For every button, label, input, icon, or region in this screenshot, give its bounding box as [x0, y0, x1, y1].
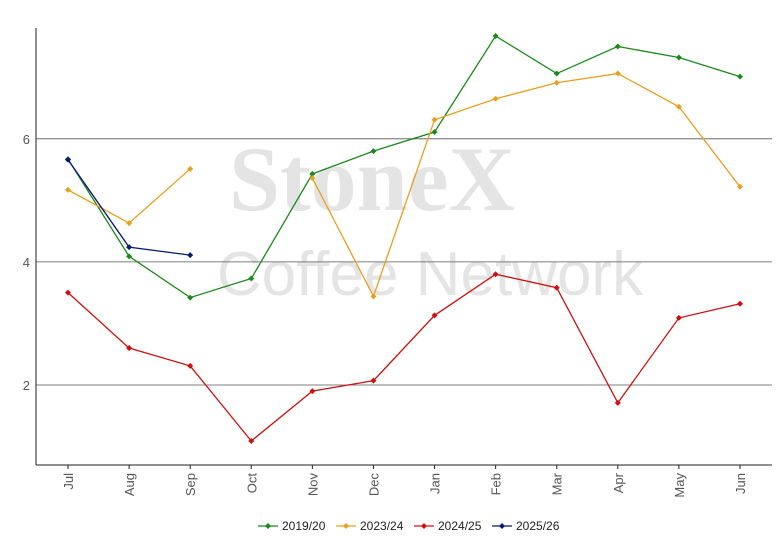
point: [431, 129, 438, 136]
series-line: [67, 35, 741, 299]
point: [187, 165, 194, 172]
watermark: StoneX: [229, 128, 515, 230]
legend-label: 2023/24: [360, 519, 404, 533]
point: [248, 437, 255, 444]
point: [126, 253, 133, 260]
point: [431, 312, 438, 319]
x-tick-label: Jul: [61, 473, 76, 490]
legend-point: [421, 523, 427, 529]
point: [675, 54, 682, 61]
x-tick-label: Nov: [305, 473, 320, 497]
point: [614, 43, 621, 50]
legend-point: [499, 523, 505, 529]
point: [370, 377, 377, 384]
point: [126, 220, 133, 227]
legend-label: 2025/26: [516, 519, 560, 533]
point: [370, 148, 377, 155]
series-line: [67, 273, 741, 442]
point: [675, 103, 682, 110]
x-tick-label: Oct: [244, 473, 259, 494]
x-tick-label: Sep: [183, 473, 198, 496]
point: [370, 293, 377, 300]
point: [187, 252, 194, 259]
point: [309, 388, 316, 395]
legend-point: [265, 523, 271, 529]
legend-label: 2024/25: [438, 519, 482, 533]
watermark: Coffee Network: [217, 240, 644, 309]
x-tick-label: Dec: [366, 473, 381, 497]
point: [187, 294, 194, 301]
point: [553, 79, 560, 86]
x-tick-label: May: [672, 473, 687, 498]
x-tick-label: Jan: [428, 473, 443, 494]
point: [65, 156, 71, 163]
y-tick-label: 4: [23, 255, 30, 270]
point: [248, 275, 255, 282]
point: [614, 70, 621, 77]
x-tick-label: Jun: [733, 473, 748, 494]
point: [309, 175, 316, 182]
point: [65, 186, 71, 193]
point: [65, 289, 71, 296]
point: [553, 284, 560, 291]
point: [187, 362, 194, 369]
legend-point: [343, 523, 349, 529]
y-tick-label: 2: [23, 378, 30, 393]
legend-label: 2019/20: [282, 519, 326, 533]
x-tick-label: Mar: [550, 472, 565, 495]
x-tick-label: Aug: [122, 473, 137, 496]
point: [492, 33, 499, 40]
point: [492, 271, 499, 278]
point: [737, 300, 743, 307]
point: [737, 73, 743, 80]
point: [309, 170, 316, 177]
point: [431, 116, 438, 123]
x-tick-label: Feb: [489, 473, 504, 495]
point: [126, 345, 133, 352]
point: [126, 244, 133, 251]
y-tick-label: 6: [23, 132, 30, 147]
x-tick-label: Apr: [611, 472, 626, 493]
point: [675, 314, 682, 321]
point: [553, 70, 560, 77]
point: [492, 95, 499, 102]
point: [737, 183, 743, 190]
point: [614, 399, 621, 406]
series-line: [67, 159, 191, 256]
